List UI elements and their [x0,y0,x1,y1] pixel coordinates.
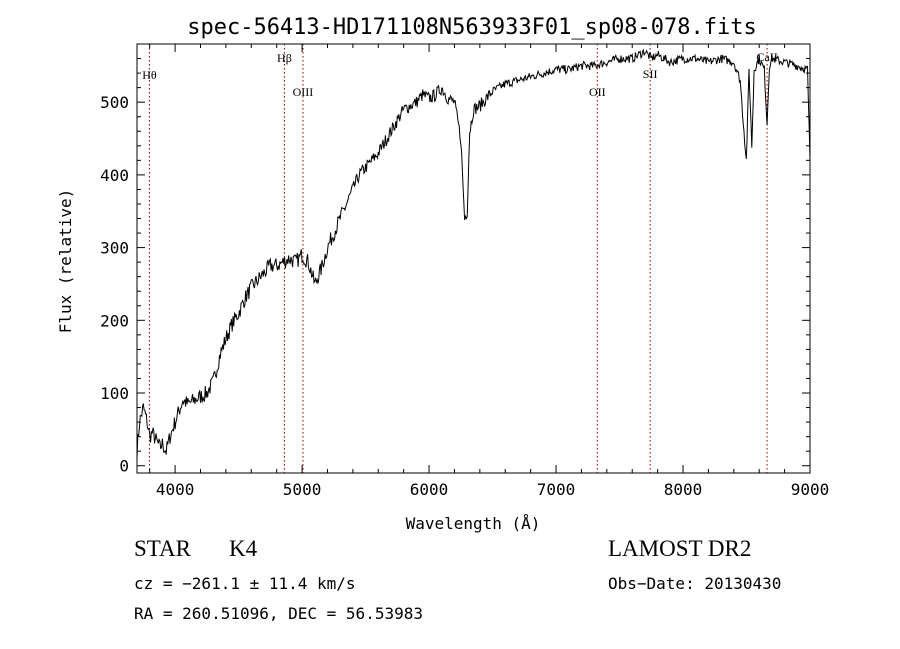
spectrum-line [136,48,811,460]
x-tick-label: 5000 [283,480,322,499]
y-tick-label: 100 [100,384,129,403]
y-axis-label: Flux (relative) [56,189,75,334]
spectral-line-label: OII [589,85,606,99]
spectral-line-label: SII [643,67,658,81]
spectrum-series [136,48,811,460]
x-tick-label: 7000 [537,480,576,499]
chart-title: spec-56413-HD171108N563933F01_sp08-078.f… [187,15,757,40]
plot-frame [136,43,811,474]
y-tick-label: 300 [100,239,129,258]
y-axis: 0 100 200 300 400 500 [100,58,810,476]
x-tick-label: 8000 [664,480,703,499]
object-subclass: K4 [228,536,258,561]
x-tick-label: 9000 [791,480,830,499]
x-tick-label: 4000 [156,480,195,499]
x-tick-label: 6000 [410,480,449,499]
x-axis: 4000 5000 6000 7000 8000 9000 [149,44,830,499]
observation-date: Obs−Date: 20130430 [608,574,782,593]
y-tick-label: 0 [119,457,129,476]
y-tick-label: 200 [100,311,129,330]
spectral-line-label: OIII [293,85,314,99]
y-tick-label: 500 [100,93,129,112]
y-tick-label: 400 [100,166,129,185]
coordinates-label: RA = 260.51096, DEC = 56.53983 [134,604,423,623]
survey-label: LAMOST DR2 [608,536,752,561]
spectral-line-label: Hβ [277,51,292,65]
object-class: STAR [134,536,191,561]
x-axis-label: Wavelength (Å) [406,514,541,533]
redshift-label: cz = −261.1 ± 11.4 km/s [134,574,356,593]
spectral-line-label: Hθ [142,68,157,82]
object-class-label: STAR K4 [134,536,257,562]
